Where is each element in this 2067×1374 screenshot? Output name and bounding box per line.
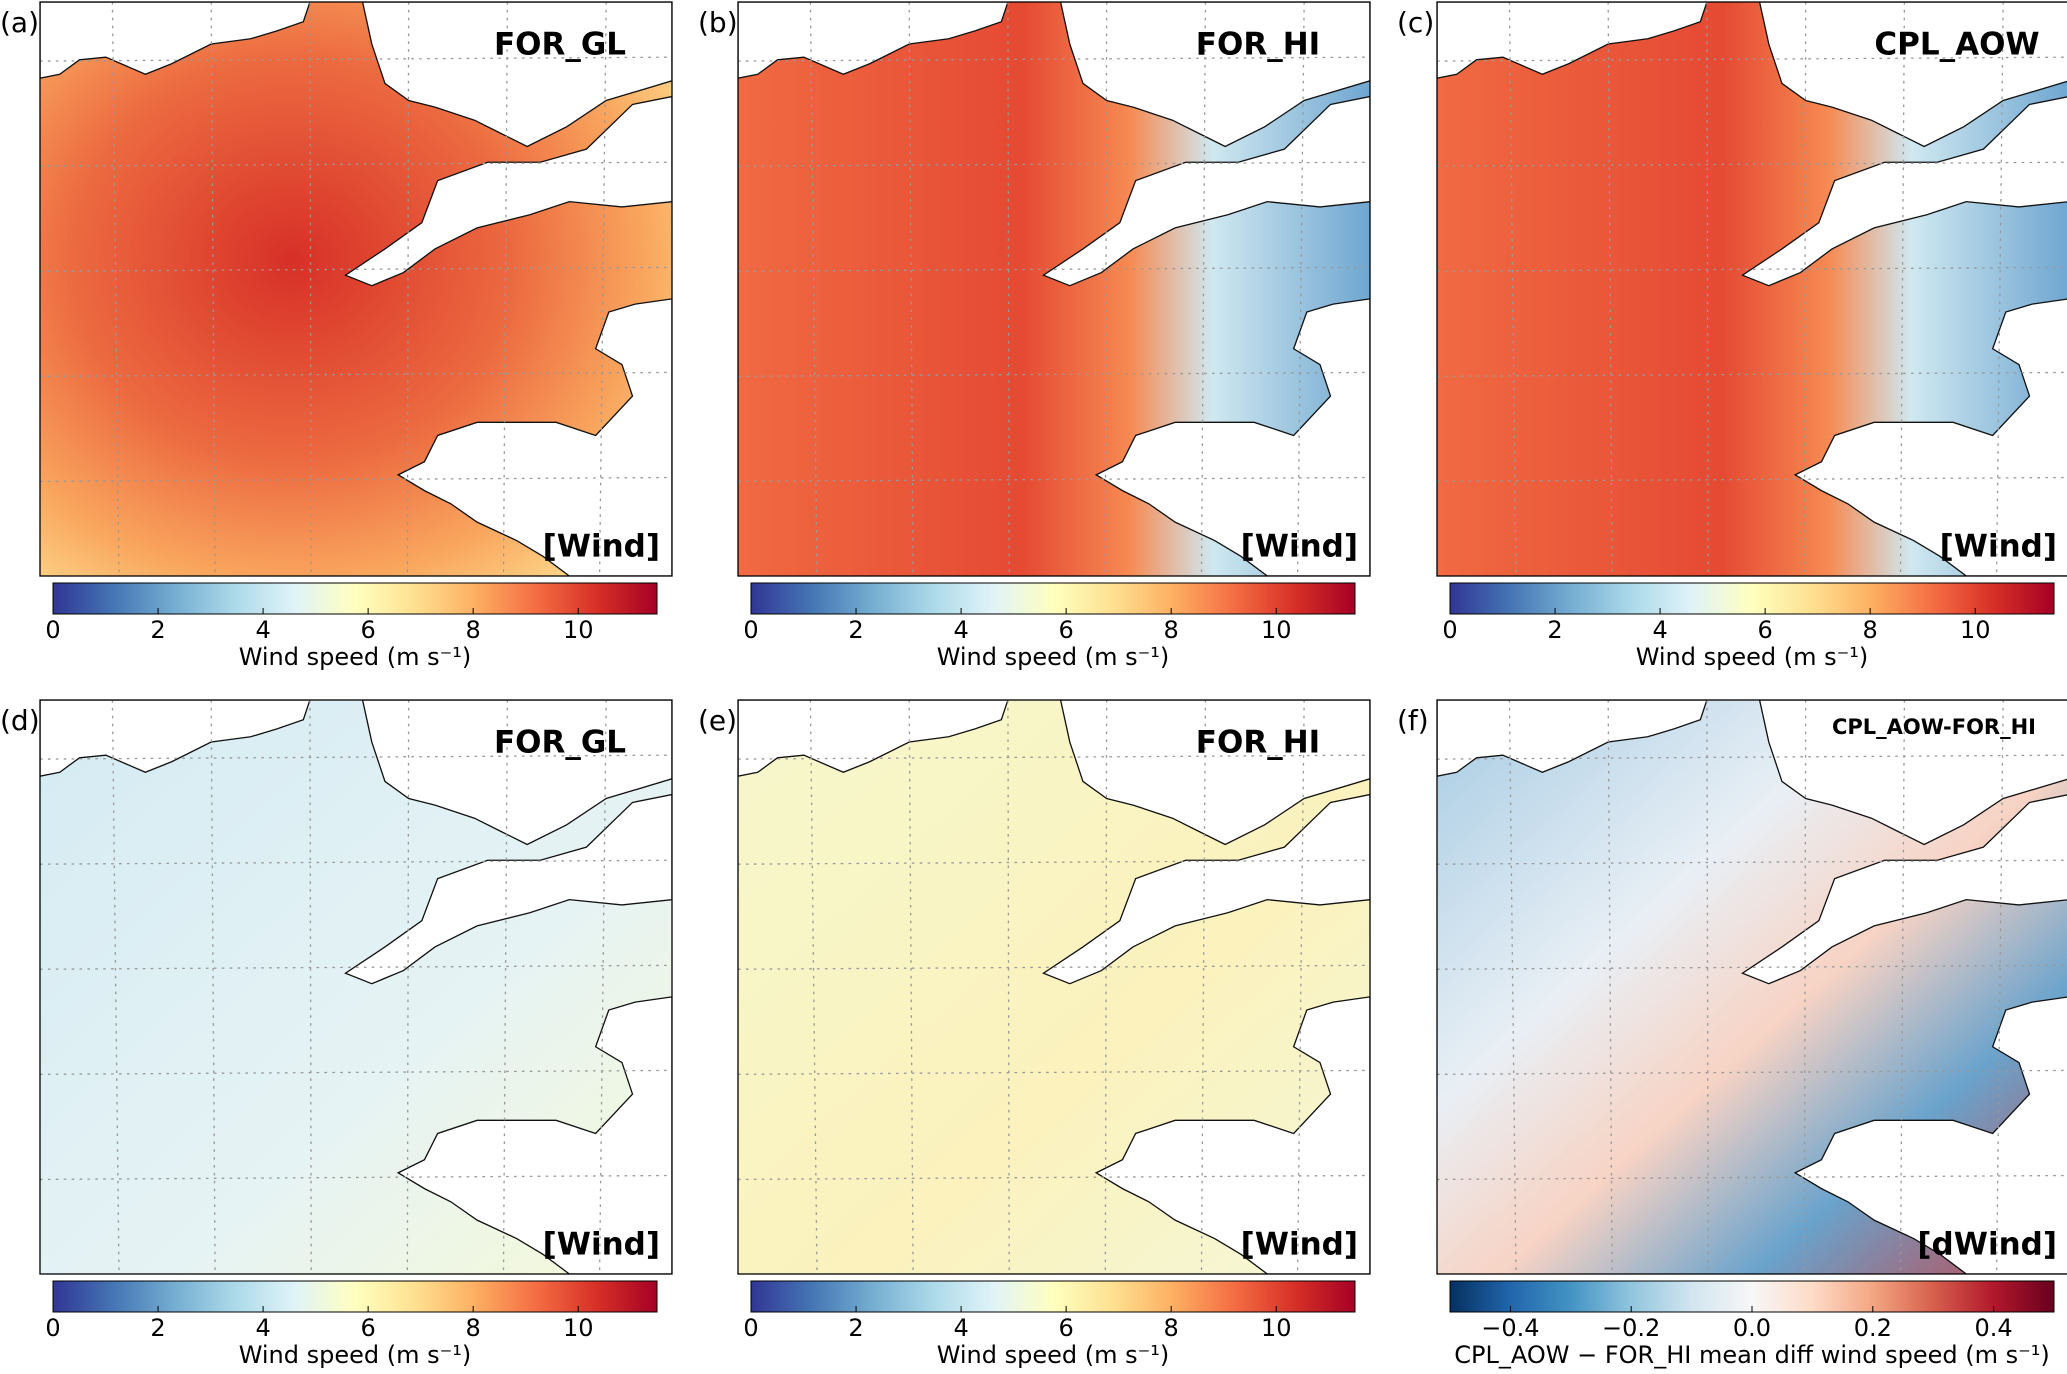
colorbar-tick-label: 0.4 [1975,1314,2013,1342]
panel-tag: [dWind] [1917,1227,2057,1263]
colorbar-tick-label: 10 [1261,616,1292,644]
colorbar-tick-label: 6 [1757,616,1772,644]
colorbar-tick-label: 10 [563,616,594,644]
colorbar [52,1280,658,1313]
colorbar-label: CPL_AOW − FOR_HI mean diff wind speed (m… [1454,1341,2050,1369]
colorbar-tick-label: 8 [1164,1314,1179,1342]
colorbar-label: Wind speed (m s⁻¹) [1636,643,1869,671]
colorbar-tick-label: 2 [848,1314,863,1342]
colorbar [750,1280,1356,1313]
colorbar-tick-label: 8 [466,1314,481,1342]
colorbar-tick-label: 4 [953,616,968,644]
colorbar-label: Wind speed (m s⁻¹) [937,643,1170,671]
colorbar-tick-label: 0 [1442,616,1457,644]
colorbar-tick-label: 0 [743,616,758,644]
colorbar [1449,582,2055,615]
colorbar-tick-label: 10 [563,1314,594,1342]
colorbar-tick-label: 4 [255,616,270,644]
map-frame [737,1,1371,577]
colorbar-tick-label: 8 [1863,616,1878,644]
colorbar-tick-label: 6 [1058,1314,1073,1342]
panel-label: (e) [698,704,737,737]
colorbar-tick-label: 0 [45,1314,60,1342]
colorbar-label: Wind speed (m s⁻¹) [937,1341,1170,1369]
colorbar-tick-label: 2 [1547,616,1562,644]
colorbar-tick-label: −0.4 [1481,1314,1539,1342]
panel-label: (f) [1397,704,1429,737]
panel-tag: [Wind] [1241,529,1358,565]
colorbar-tick-label: −0.2 [1602,1314,1660,1342]
panel-title: FOR_GL [494,27,626,63]
colorbar-tick-label: 10 [1261,1314,1292,1342]
colorbar-label: Wind speed (m s⁻¹) [239,1341,472,1369]
panel-title: CPL_AOW [1874,27,2039,63]
panel-tag: [Wind] [543,529,660,565]
panel-label: (d) [0,704,40,737]
colorbar-tick-label: 4 [255,1314,270,1342]
colorbar-tick-label: 4 [1652,616,1667,644]
colorbar-tick-label: 2 [150,1314,165,1342]
map-frame [39,1,673,577]
colorbar-tick-label: 6 [1058,616,1073,644]
colorbar-label: Wind speed (m s⁻¹) [239,643,472,671]
panel-title: FOR_GL [494,725,626,761]
map-frame [737,699,1371,1275]
panel-label: (a) [0,6,39,39]
map-frame [39,699,673,1275]
colorbar-tick-label: 0.2 [1854,1314,1892,1342]
colorbar [750,582,1356,615]
panel-title: FOR_HI [1196,27,1320,63]
panel-label: (b) [698,6,738,39]
colorbar-tick-label: 6 [360,1314,375,1342]
panel-title: FOR_HI [1196,725,1320,761]
colorbar-tick-label: 8 [466,616,481,644]
colorbar-tick-label: 6 [360,616,375,644]
panel-tag: [Wind] [1241,1227,1358,1263]
map-frame [1436,699,2067,1275]
colorbar [52,582,658,615]
colorbar-tick-label: 2 [848,616,863,644]
panel-tag: [Wind] [1940,529,2057,565]
map-frame [1436,1,2067,577]
panel-tag: [Wind] [543,1227,660,1263]
panel-label: (c) [1397,6,1434,39]
colorbar-tick-label: 4 [953,1314,968,1342]
colorbar-tick-label: 0 [743,1314,758,1342]
colorbar-tick-label: 2 [150,616,165,644]
colorbar-tick-label: 0.0 [1733,1314,1771,1342]
colorbar-tick-label: 8 [1164,616,1179,644]
colorbar-tick-label: 0 [45,616,60,644]
colorbar-tick-label: 10 [1960,616,1991,644]
panel-title: CPL_AOW-FOR_HI [1832,715,2036,739]
